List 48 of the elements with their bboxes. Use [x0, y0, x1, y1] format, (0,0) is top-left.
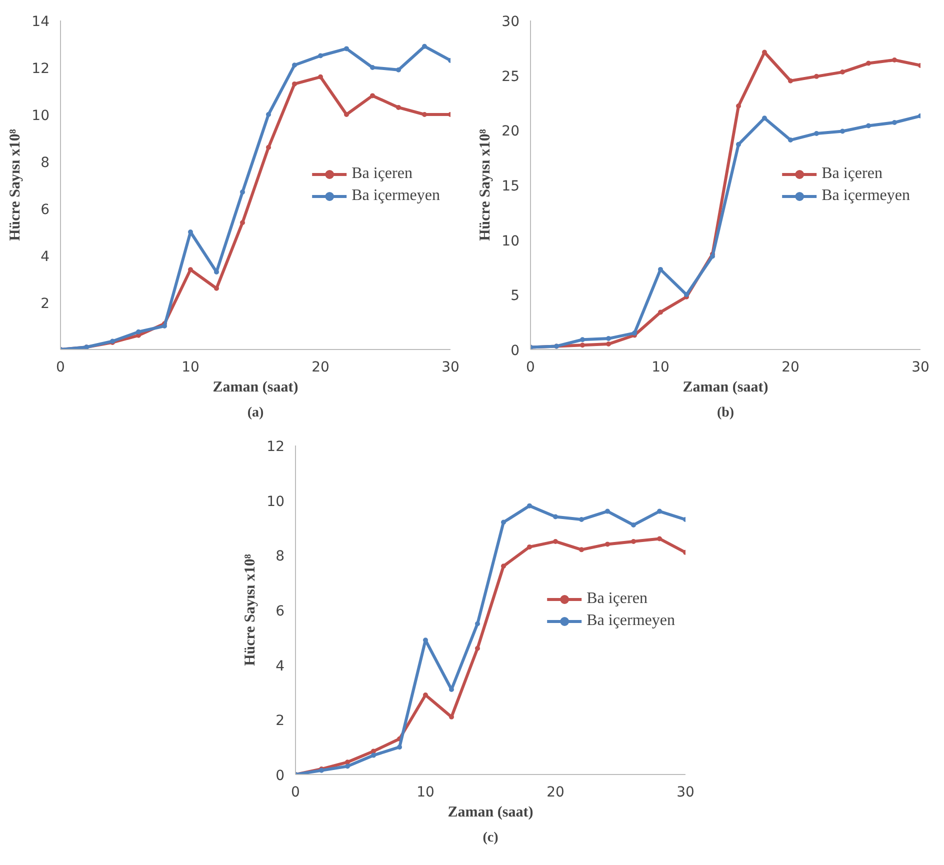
y-tick-label: 20 [502, 124, 520, 140]
y-axis-title: Hücre Sayısı x10⁸ [242, 554, 259, 666]
legend-label: Ba içeren [822, 164, 882, 182]
x-tick-label: 30 [676, 784, 694, 800]
y-tick-label: 10 [32, 108, 50, 124]
y-tick-label: 14 [32, 14, 50, 30]
y-tick-label: 4 [40, 249, 50, 265]
x-tick-label: 0 [291, 784, 300, 800]
y-axis-title: Hücre Sayısı x10⁸ [478, 128, 494, 241]
legend-label: Ba içeren [586, 590, 648, 608]
y-tick-label: 6 [276, 604, 285, 620]
y-tick-label: 10 [266, 494, 285, 510]
y-tick-label: 12 [32, 61, 50, 77]
y-tick-label: 0 [276, 768, 285, 784]
x-axis-title: Zaman (saat) [448, 804, 534, 820]
y-tick-label: 6 [40, 202, 50, 218]
x-tick-label: 0 [526, 360, 535, 376]
text: (b) [716, 406, 734, 420]
y-tick-label: 4 [276, 658, 285, 674]
x-tick-label: 30 [912, 360, 930, 376]
x-tick-label: 20 [312, 360, 330, 376]
y-tick-label: 5 [510, 288, 520, 304]
y-tick-label: 12 [266, 439, 285, 455]
x-tick-label: 20 [546, 784, 564, 800]
y-tick-label: 8 [276, 548, 285, 565]
x-tick-label: 0 [56, 360, 65, 376]
x-tick-label: 10 [416, 784, 434, 800]
y-tick-label: 15 [502, 178, 520, 194]
x-tick-label: 20 [782, 360, 800, 376]
legend-label: Ba içermeyen [586, 612, 675, 630]
legend-label: Ba içeren [352, 164, 412, 182]
y-tick-label: 0 [510, 343, 520, 359]
x-axis-title: Zaman (saat) [682, 380, 768, 396]
x-tick-label: 30 [442, 360, 460, 376]
legend-label: Ba içermeyen [352, 186, 440, 204]
y-tick-label: 30 [502, 14, 520, 30]
y-tick-label: 25 [502, 68, 520, 85]
legend-label: Ba içermeyen [822, 186, 910, 204]
y-tick-label: 2 [40, 296, 50, 312]
x-tick-label: 10 [652, 360, 670, 376]
x-axis-title: Zaman (saat) [212, 380, 298, 396]
text: (c) [482, 830, 499, 846]
x-tick-label: 10 [182, 360, 200, 376]
text: (a) [247, 406, 264, 420]
y-tick-label: 8 [40, 155, 50, 171]
y-axis-title: Hücre Sayısı x10⁸ [8, 128, 24, 241]
y-tick-label: 2 [276, 713, 285, 730]
y-tick-label: 10 [502, 233, 520, 250]
